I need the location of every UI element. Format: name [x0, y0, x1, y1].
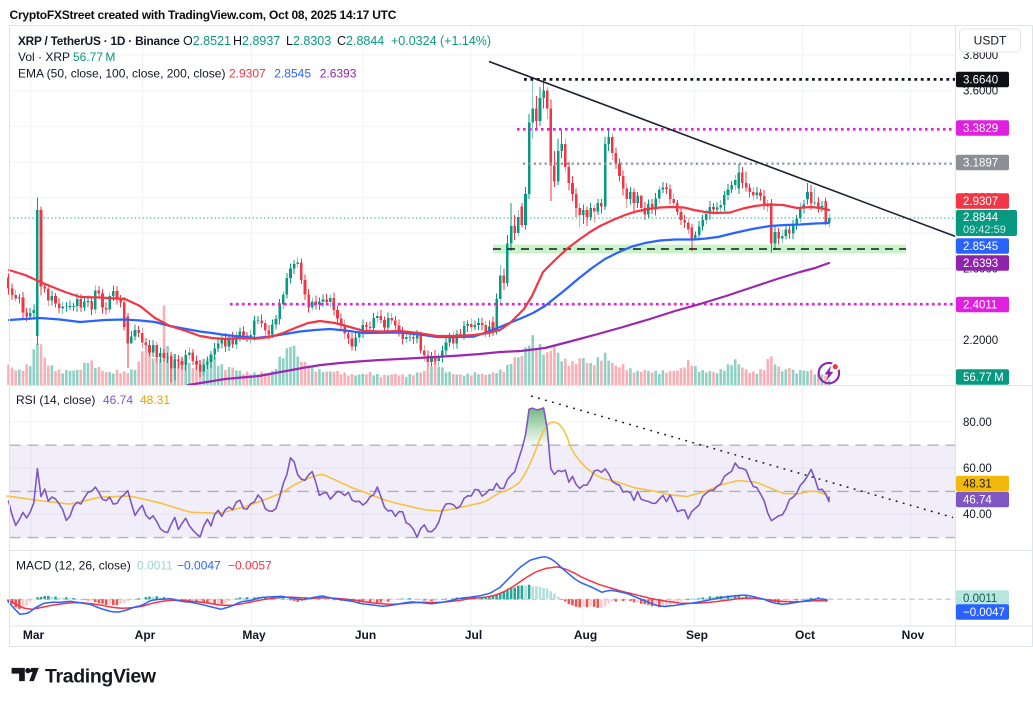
- svg-text:Nov: Nov: [902, 628, 925, 642]
- svg-text:Apr: Apr: [135, 628, 156, 642]
- svg-text:Oct: Oct: [795, 628, 815, 642]
- svg-text:2.6393: 2.6393: [963, 258, 998, 270]
- svg-text:60.00: 60.00: [963, 463, 992, 475]
- svg-text:2.8545: 2.8545: [963, 241, 998, 253]
- svg-text:3.6000: 3.6000: [963, 86, 998, 98]
- svg-text:Sep: Sep: [686, 628, 708, 642]
- svg-text:−0.0047: −0.0047: [963, 607, 1005, 619]
- svg-text:TradingView: TradingView: [45, 665, 157, 687]
- svg-text:EMA (50, close, 100, close, 20: EMA (50, close, 100, close, 200, close)2…: [18, 67, 357, 81]
- svg-text:Aug: Aug: [574, 628, 597, 642]
- svg-text:09:42:59: 09:42:59: [963, 224, 1006, 236]
- svg-text:Jun: Jun: [355, 628, 376, 642]
- svg-text:80.00: 80.00: [963, 417, 992, 429]
- svg-text:USDT: USDT: [974, 34, 1007, 48]
- svg-text:CryptoFXStreet created with Tr: CryptoFXStreet created with TradingView.…: [10, 8, 397, 22]
- svg-text:2.9307: 2.9307: [963, 196, 998, 208]
- svg-text:3.6640: 3.6640: [963, 74, 998, 86]
- svg-text:Mar: Mar: [23, 628, 45, 642]
- svg-text:May: May: [242, 628, 266, 642]
- svg-text:MACD (12, 26, close)0.0011−0.0: MACD (12, 26, close)0.0011−0.0047−0.0057: [16, 559, 272, 573]
- svg-text:48.31: 48.31: [963, 479, 992, 491]
- svg-text:56.77 M: 56.77 M: [963, 372, 1004, 384]
- svg-text:2.4011: 2.4011: [963, 300, 997, 312]
- svg-text:3.3829: 3.3829: [963, 123, 998, 135]
- svg-text:2.2000: 2.2000: [963, 335, 998, 347]
- svg-text:2.8844: 2.8844: [963, 212, 999, 224]
- svg-text:3.1897: 3.1897: [963, 158, 998, 170]
- svg-text:Jul: Jul: [465, 628, 482, 642]
- svg-text:0.0011: 0.0011: [963, 593, 997, 605]
- svg-text:40.00: 40.00: [963, 509, 992, 521]
- svg-text:46.74: 46.74: [963, 495, 992, 507]
